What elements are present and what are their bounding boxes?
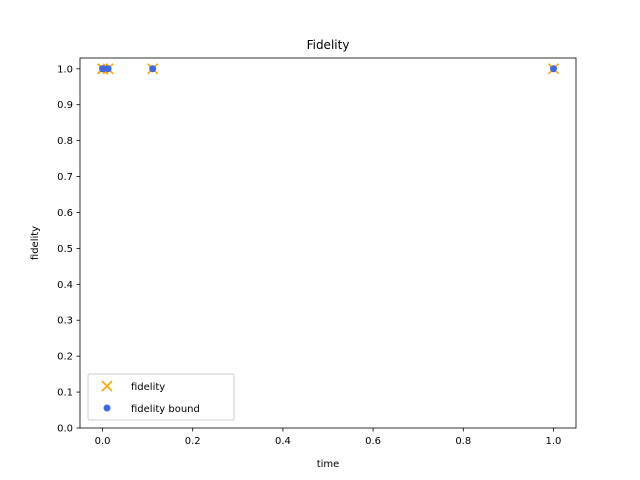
point-fidelity-bound [99, 65, 107, 73]
point-fidelity-bound [149, 65, 157, 73]
y-axis: 0.0 0.1 0.2 0.3 0.4 0.5 0.6 0.7 0.8 0.9 1.0 [57, 64, 80, 435]
y-tick-label: 0.2 [57, 352, 73, 363]
legend-marker-fidelity [101, 380, 113, 392]
y-tick-label: 0.8 [57, 136, 73, 147]
legend-label-fidelity: fidelity [131, 382, 165, 393]
plot-area [79, 57, 577, 429]
y-tick-label: 0.3 [57, 316, 73, 327]
x-tick-label: 0.0 [95, 436, 111, 447]
y-tick-label: 0.6 [57, 208, 73, 219]
x-axis-label: time [317, 459, 340, 470]
x-tick-label: 0.8 [455, 436, 471, 447]
legend-marker-fidelity-bound [103, 404, 111, 412]
legend-box [87, 373, 235, 421]
point-fidelity-bound [549, 65, 557, 73]
y-axis-label: fidelity [30, 226, 41, 260]
y-tick-label: 0.5 [57, 244, 73, 255]
y-tick-label: 1.0 [57, 64, 73, 75]
x-axis: 0.0 0.2 0.4 0.6 0.8 1.0 [95, 428, 562, 447]
legend: fidelity fidelity bound [87, 373, 235, 421]
y-tick-label: 0.9 [57, 100, 73, 111]
axes-frame [79, 57, 577, 429]
x-tick-label: 0.6 [365, 436, 381, 447]
legend-label-fidelity-bound: fidelity bound [131, 404, 200, 415]
x-tick-label: 0.2 [185, 436, 201, 447]
y-tick-label: 0.1 [57, 388, 73, 399]
y-tick-label: 0.0 [57, 424, 73, 435]
y-tick-label: 0.4 [57, 280, 73, 291]
data-marks [96, 63, 560, 75]
point-fidelity-bound [104, 65, 112, 73]
y-tick-label: 0.7 [57, 172, 73, 183]
x-tick-label: 1.0 [546, 436, 562, 447]
chart-title: Fidelity [307, 38, 350, 52]
x-tick-label: 0.4 [275, 436, 291, 447]
